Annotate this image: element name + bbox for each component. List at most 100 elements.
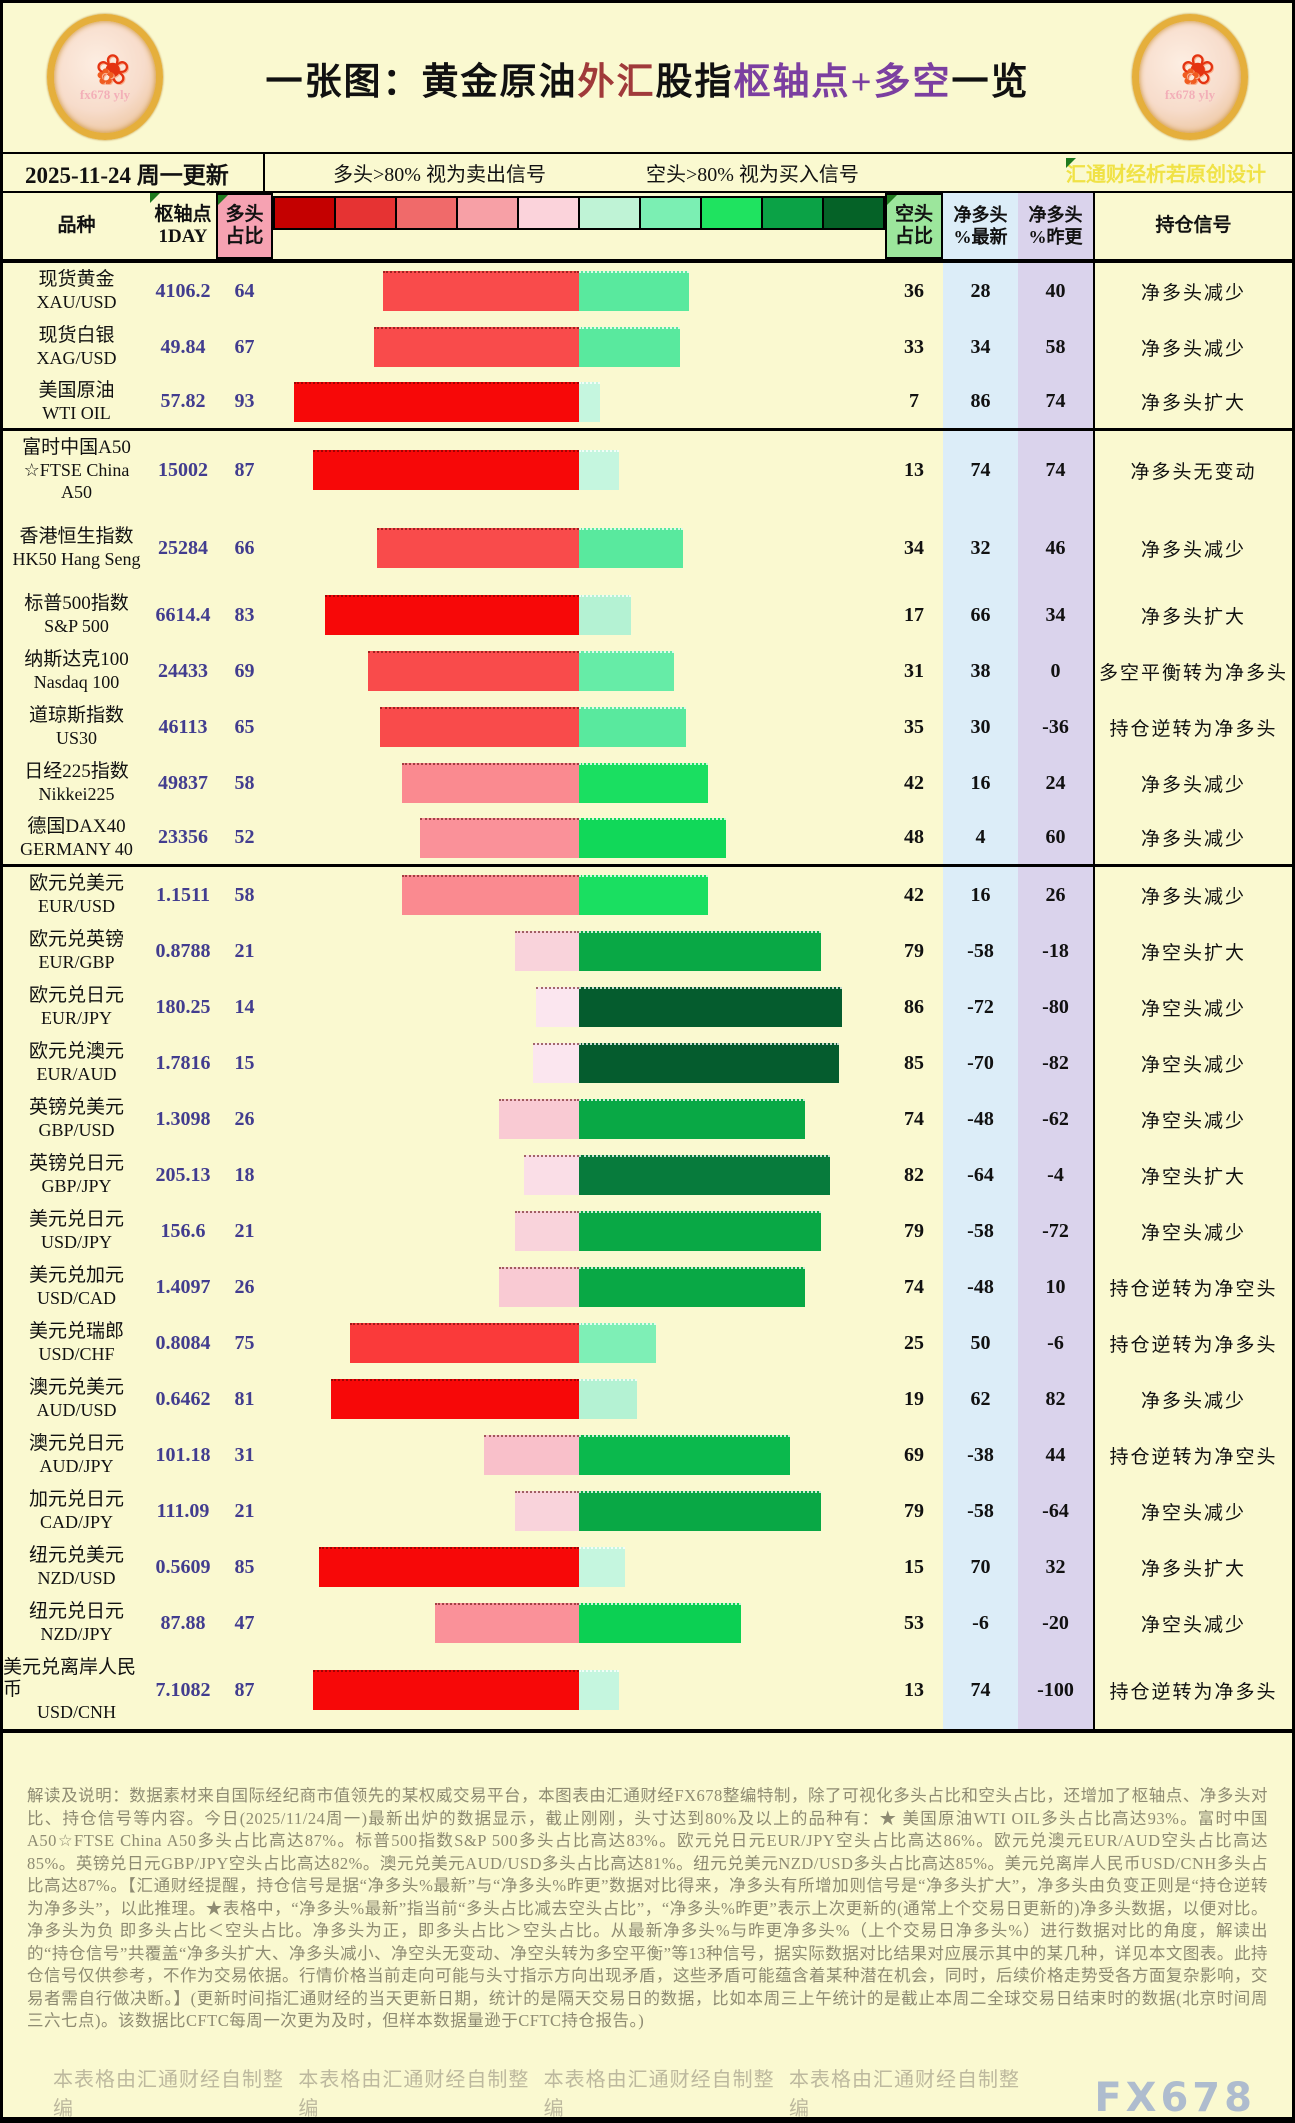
net-long-latest-value: 74 [943,1651,1018,1729]
table-row: 纳斯达克100 Nasdaq 100 24433 69 31 38 0 多空平衡… [3,643,1292,699]
flower-small-icon: ✿ [1181,63,1200,89]
net-long-prev-value: 40 [1018,263,1093,319]
stamps-row: 本表格由汇通财经自制整编 本表格由汇通财经自制整编 本表格由汇通财经自制整编 本… [3,2063,1292,2121]
fx678-brand-watermark: FX678 [1094,2074,1256,2121]
col-header-bar-legend [273,193,885,259]
long-pct-value: 75 [234,1331,255,1354]
net-long-prev-value: -6 [1018,1315,1093,1371]
short-pct-value: 74 [904,1275,924,1298]
stamp-text: 本表格由汇通财经自制整编 [53,2068,284,2120]
table-row: 美元兑加元 USD/CAD 1.4097 26 74 -48 10 持仓逆转为净… [3,1259,1292,1315]
flower-icon: ❀✿ [1180,47,1216,94]
net-long-prev-value: 32 [1018,1539,1093,1595]
short-bar [579,271,690,311]
net-long-latest-value: 74 [943,431,1018,509]
instrument-name: 美国原油 [38,379,115,401]
bar-cell [273,1091,885,1147]
short-pct-value: 7 [909,390,919,412]
col-header-net-prev: 净多头 %昨更 [1018,193,1093,259]
long-pct-value: 21 [234,939,255,962]
short-bar [579,1267,806,1307]
long-bar-zone [273,1371,579,1427]
col-header-net-prev-line2: %昨更 [1028,227,1083,247]
short-pct-value: 79 [904,1219,924,1242]
short-bar [579,595,632,635]
instrument-cell: 英镑兑日元 GBP/JPY [3,1147,150,1203]
table-row: 欧元兑澳元 EUR/AUD 1.7816 15 85 -70 -82 净空头减少 [3,1035,1292,1091]
position-signal: 净空头减少 [1093,1203,1292,1259]
net-long-prev-value: -64 [1018,1483,1093,1539]
short-bar-zone [579,979,885,1035]
long-pct-value: 26 [234,1107,255,1130]
long-bar-zone [273,699,579,755]
long-bar-zone [273,319,579,375]
bar-cell [273,699,885,755]
net-long-prev-value: -4 [1018,1147,1093,1203]
instrument-cell: 欧元兑澳元 EUR/AUD [3,1035,150,1091]
long-bar [401,875,579,915]
short-pct-value: 69 [904,1443,924,1466]
short-pct-value: 13 [904,458,924,481]
long-bar-zone [273,1203,579,1259]
instrument-code: XAG/USD [36,348,117,368]
pivot-value: 111.09 [156,1499,210,1522]
title-segment: 一张图：黄金原油 [265,61,578,103]
short-bar [579,763,708,803]
instrument-name: 加元兑日元 [28,1489,124,1510]
long-bar-zone [273,1147,579,1203]
pivot-value: 180.25 [155,995,211,1018]
short-bar-zone [579,643,885,699]
instrument-code: NZD/USD [37,1568,116,1588]
long-pct-value: 21 [234,1219,255,1242]
short-bar [579,1603,742,1643]
long-bar [312,1670,579,1710]
instrument-code: GERMANY 40 [20,838,133,859]
bar-cell [273,1259,885,1315]
instrument-name: 欧元兑英镑 [28,929,124,950]
net-long-prev-value: -18 [1018,923,1093,979]
long-bar-zone [273,1315,579,1371]
pivot-value: 0.6462 [155,1387,211,1410]
net-long-prev-value: 44 [1018,1427,1093,1483]
instrument-code: EUR/JPY [40,1008,112,1028]
stamp-text: 本表格由汇通财经自制整编 [543,2068,775,2120]
long-bar [533,1043,579,1083]
bar-cell [273,643,885,699]
table-row: 美国原油 WTI OIL 57.82 93 7 86 74 净多头扩大 [3,375,1292,431]
net-long-prev-value: 0 [1018,643,1093,699]
short-pct-value: 31 [904,659,924,682]
instrument-cell: 现货黄金 XAU/USD [3,263,150,319]
net-long-latest-value: -48 [943,1091,1018,1147]
bar-cell [273,1651,885,1729]
long-bar [536,987,579,1027]
bar-cell [273,263,885,319]
col-header-net-latest-line2: %最新 [953,227,1008,247]
pivot-value: 0.5609 [155,1555,211,1578]
col-header-signal-label: 持仓信号 [1155,215,1232,236]
short-pct-value: 25 [904,1331,924,1354]
position-signal: 净多头无变动 [1093,431,1292,509]
long-bar-zone [273,263,579,319]
long-bar [373,327,579,367]
pivot-value: 101.18 [155,1443,211,1466]
long-pct-value: 14 [234,995,255,1018]
long-bar-zone [273,509,579,587]
long-pct-value: 52 [234,826,255,848]
short-bar [579,1379,638,1419]
table-row: 德国DAX40 GERMANY 40 23356 52 48 4 60 净多头减… [3,811,1292,867]
pivot-value: 7.1082 [155,1678,211,1701]
col-header-short-line1: 空头 [894,204,933,225]
net-long-latest-value: 86 [943,375,1018,428]
instrument-cell: 美元兑离岸人民币 USD/CNH [3,1651,150,1729]
pivot-value: 15002 [158,458,208,481]
instrument-name: 美元兑离岸人民币 [3,1657,137,1700]
position-signal: 净多头减少 [1093,263,1292,319]
short-bar [579,1099,806,1139]
table-row: 美元兑离岸人民币 USD/CNH 7.1082 87 13 74 -100 持仓… [3,1651,1292,1729]
table-row: 现货黄金 XAU/USD 4106.2 64 36 28 40 净多头减少 [3,263,1292,319]
long-bar-zone [273,979,579,1035]
instrument-cell: 纽元兑日元 NZD/JPY [3,1595,150,1651]
long-bar-zone [273,375,579,428]
pivot-value: 1.7816 [155,1051,211,1074]
instrument-name: 道琼斯指数 [28,705,124,726]
